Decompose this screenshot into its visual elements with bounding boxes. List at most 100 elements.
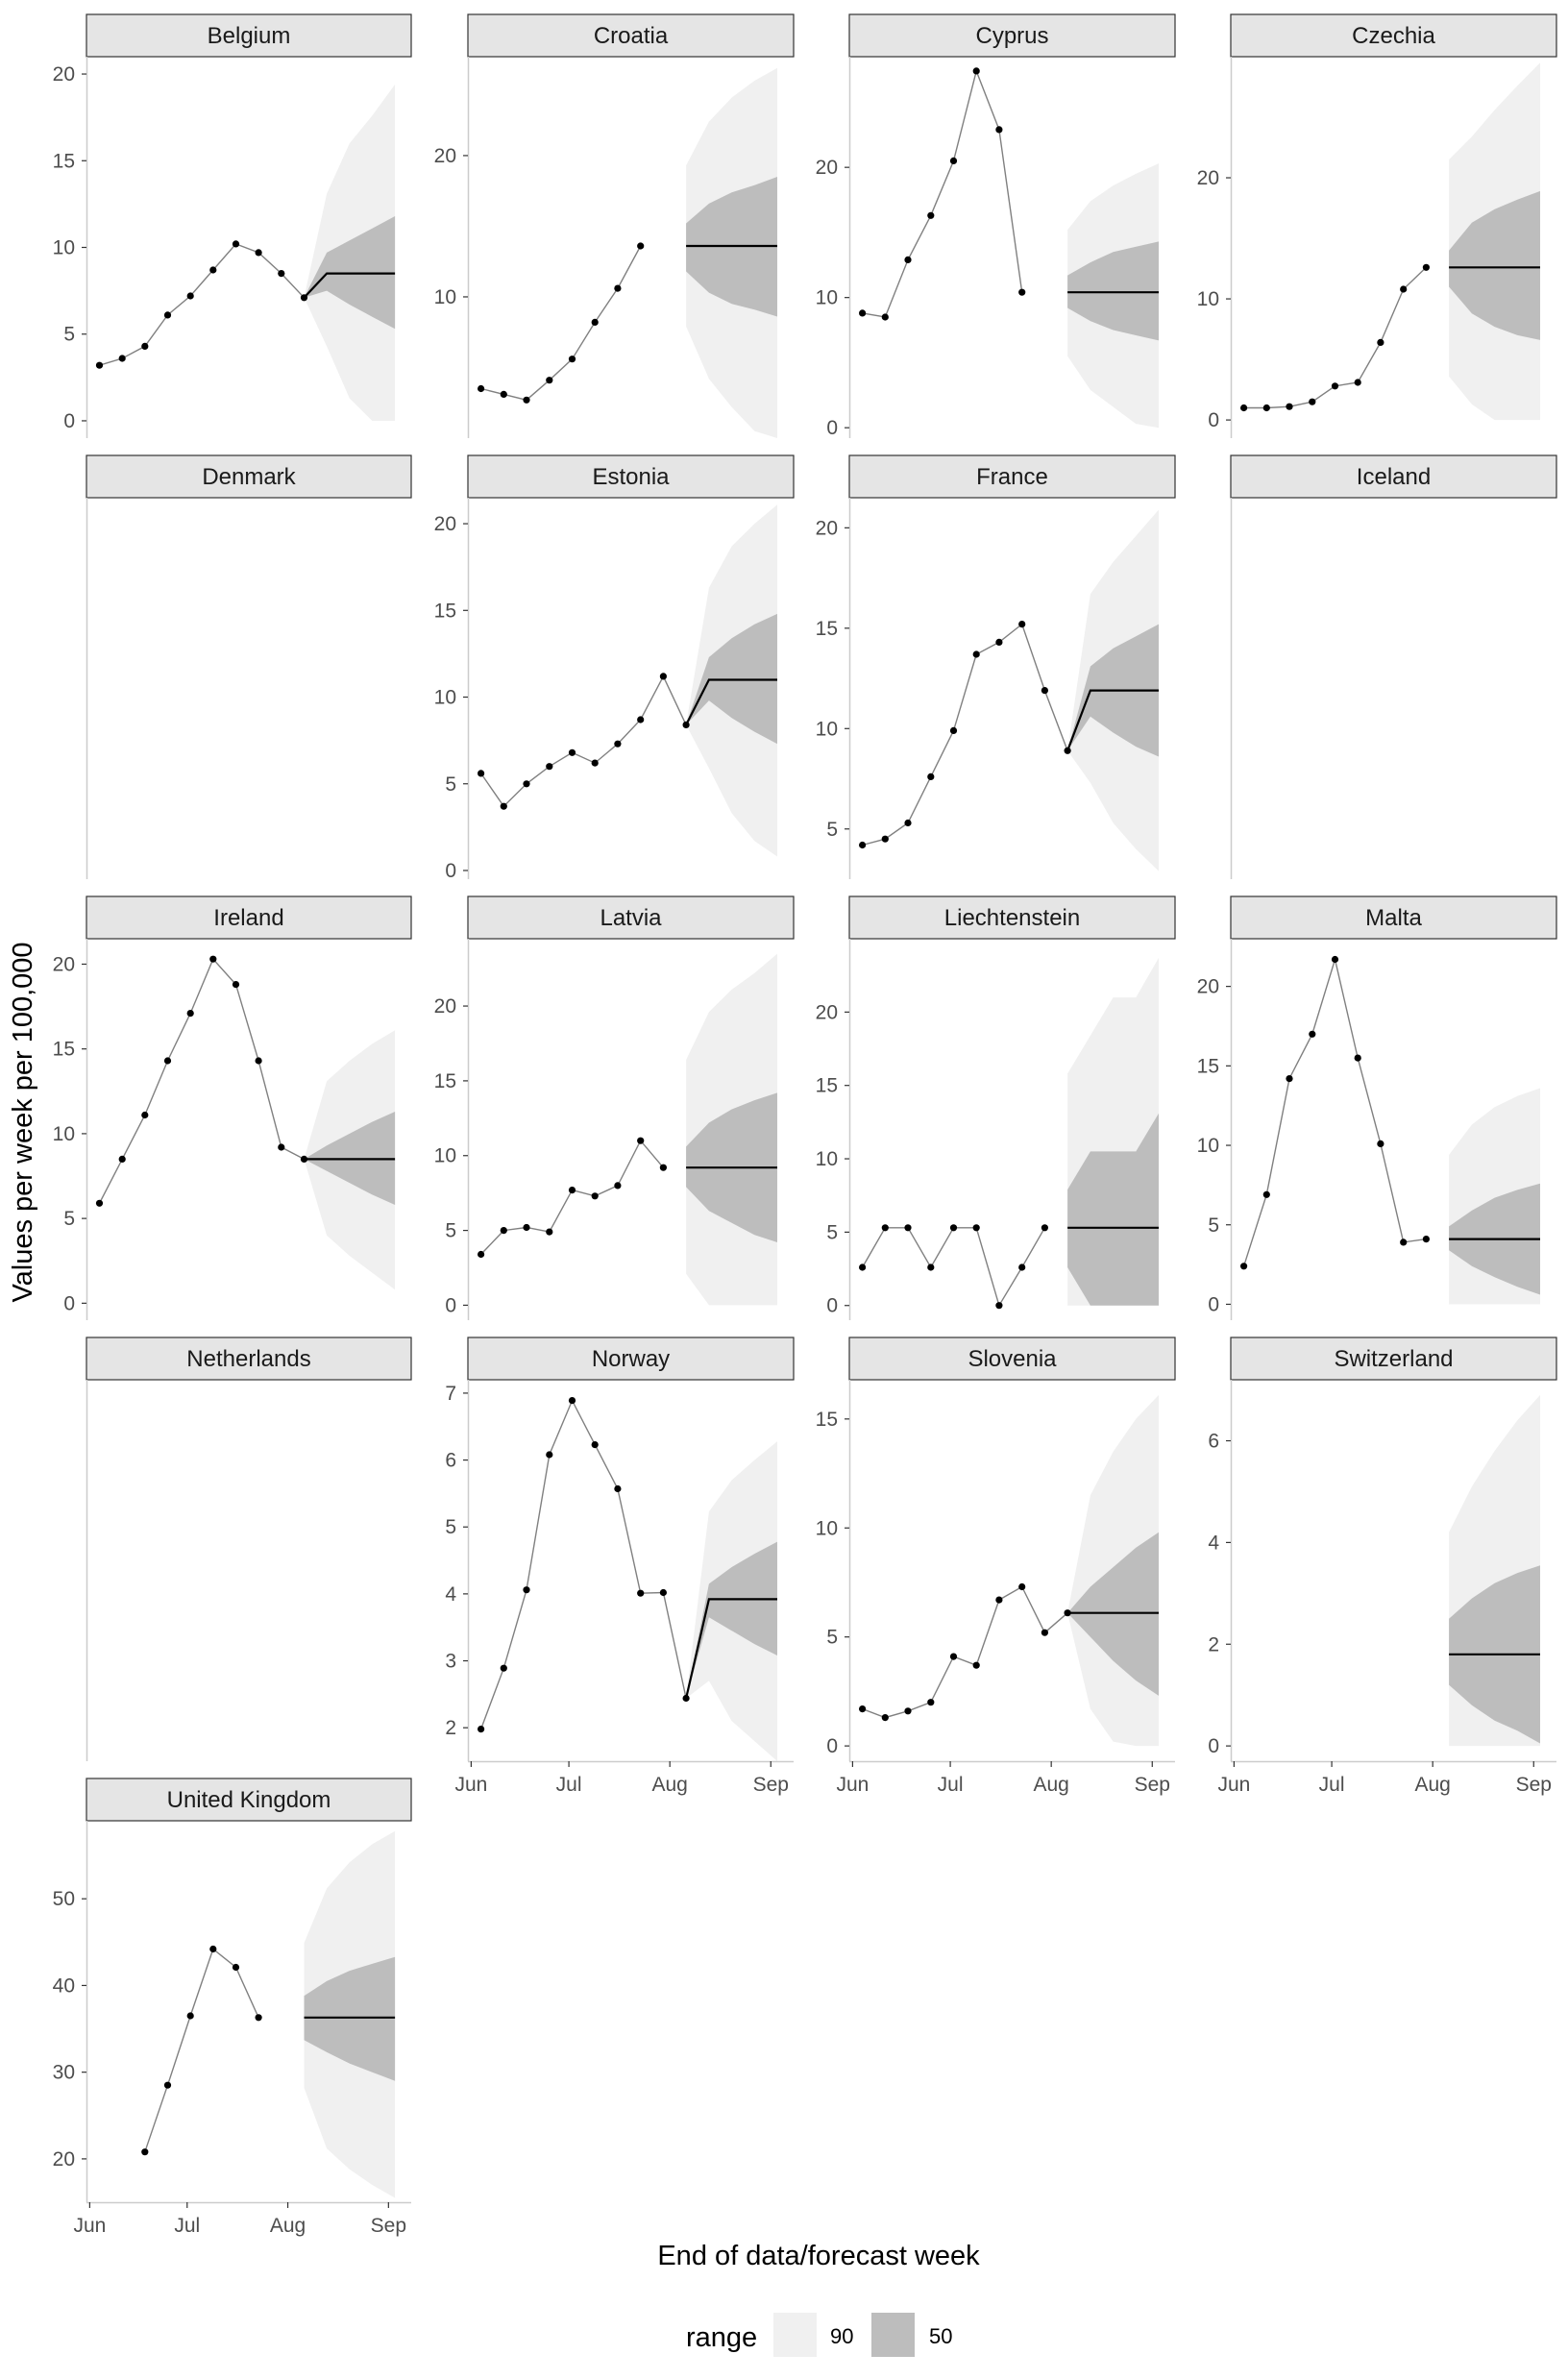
x-tick-label-norway-Sep: Sep — [753, 1774, 789, 1796]
data-point-slovenia — [859, 1705, 867, 1713]
y-tick-label-slovenia-15: 15 — [816, 1409, 838, 1431]
strip-norway — [467, 1337, 795, 1381]
data-point-france — [1018, 621, 1026, 628]
y-tick-label-slovenia-10: 10 — [816, 1517, 838, 1539]
data-point-estonia — [568, 748, 576, 756]
strip-label-united-kingdom: United Kingdom — [167, 1787, 331, 1813]
data-point-czechia — [1262, 404, 1270, 412]
y-tick-label-united-kingdom-30: 30 — [53, 2062, 75, 2084]
forecast-median-estonia — [685, 678, 777, 725]
data-point-france — [1041, 687, 1048, 695]
data-point-slovenia — [972, 1661, 980, 1669]
data-point-norway — [568, 1397, 576, 1405]
data-point-united-kingdom — [232, 1963, 240, 1972]
data-point-cyprus — [995, 126, 1003, 134]
data-point-france — [995, 638, 1003, 647]
data-point-liechtenstein — [1041, 1224, 1048, 1232]
data-point-norway — [523, 1586, 530, 1594]
strip-label-switzerland: Switzerland — [1334, 1346, 1453, 1372]
data-point-belgium — [95, 361, 104, 369]
x-tick-label-united-kingdom-Sep: Sep — [371, 2215, 406, 2237]
data-point-ireland — [232, 981, 240, 989]
observed-line-france — [862, 623, 1068, 846]
y-tick-label-norway-4: 4 — [445, 1583, 456, 1606]
legend-title: range — [686, 2322, 757, 2353]
data-point-ireland — [141, 1111, 149, 1119]
data-point-ireland — [209, 955, 217, 963]
data-point-france — [881, 835, 889, 843]
strip-switzerland — [1230, 1337, 1557, 1381]
y-tick-label-malta-20: 20 — [1197, 976, 1219, 998]
x-tick-label-slovenia-Aug: Aug — [1033, 1774, 1068, 1796]
data-point-ireland — [186, 1010, 194, 1018]
strip-slovenia — [848, 1337, 1176, 1381]
data-point-liechtenstein — [859, 1263, 867, 1271]
x-tick-label-slovenia-Jul: Jul — [938, 1774, 964, 1796]
y-tick-label-estonia-0: 0 — [445, 860, 456, 882]
y-tick-label-malta-15: 15 — [1197, 1055, 1219, 1077]
y-tick-label-cyprus-20: 20 — [816, 157, 838, 179]
x-tick-label-slovenia-Sep: Sep — [1135, 1774, 1170, 1796]
data-point-czechia — [1400, 285, 1408, 293]
observed-line-norway — [479, 1398, 687, 1729]
data-point-cyprus — [927, 211, 935, 219]
data-point-slovenia — [881, 1714, 889, 1722]
data-point-france — [904, 819, 912, 827]
data-point-czechia — [1286, 403, 1293, 410]
data-point-slovenia — [1064, 1609, 1071, 1617]
observed-line-liechtenstein — [861, 1227, 1046, 1308]
data-point-malta — [1377, 1140, 1384, 1147]
observed-line-croatia — [480, 245, 642, 402]
data-point-norway — [614, 1484, 622, 1493]
y-tick-label-switzerland-0: 0 — [1208, 1735, 1219, 1757]
panel-ireland: Ireland 0 5 10 15 20 — [53, 895, 412, 1320]
panel-denmark: Denmark — [86, 454, 412, 879]
strip-label-belgium: Belgium — [208, 23, 291, 49]
data-point-ireland — [300, 1155, 308, 1163]
data-point-france — [972, 650, 980, 658]
strip-denmark — [86, 454, 412, 499]
data-point-united-kingdom — [141, 2148, 149, 2156]
y-tick-label-norway-7: 7 — [445, 1383, 456, 1405]
band-50-czechia — [1449, 190, 1540, 340]
data-point-united-kingdom — [209, 1945, 217, 1953]
data-point-slovenia — [1018, 1582, 1026, 1591]
observed-line-latvia — [480, 1139, 664, 1255]
x-axis-title: End of data/forecast week — [657, 2241, 980, 2271]
x-tick-label-switzerland-Jul: Jul — [1319, 1774, 1345, 1796]
y-tick-label-ireland-0: 0 — [63, 1292, 75, 1314]
data-point-cyprus — [949, 157, 958, 164]
y-tick-label-malta-10: 10 — [1197, 1135, 1219, 1157]
x-tick-label-united-kingdom-Jul: Jul — [174, 2215, 200, 2237]
data-point-malta — [1286, 1075, 1293, 1083]
y-tick-label-belgium-0: 0 — [63, 410, 75, 432]
data-point-france — [949, 726, 958, 735]
y-tick-label-czechia-10: 10 — [1197, 288, 1219, 310]
data-point-liechtenstein — [972, 1224, 980, 1232]
y-tick-label-croatia-20: 20 — [434, 145, 456, 167]
data-point-malta — [1354, 1054, 1361, 1062]
strip-united-kingdom — [86, 1778, 412, 1822]
panel-united-kingdom: United Kingdom 20 30 40 50 Jun Jul Aug Sep — [53, 1778, 412, 2237]
y-tick-label-liechtenstein-15: 15 — [816, 1075, 838, 1097]
y-tick-label-united-kingdom-40: 40 — [53, 1974, 75, 1997]
strip-france — [848, 454, 1176, 499]
strip-label-estonia: Estonia — [592, 464, 670, 490]
x-tick-label-norway-Jun: Jun — [454, 1774, 487, 1796]
data-point-ireland — [163, 1057, 172, 1065]
data-point-norway — [659, 1588, 668, 1597]
data-point-cyprus — [904, 256, 912, 263]
panel-switzerland: Switzerland 0 2 4 6 Jun Jul Aug Sep — [1208, 1337, 1557, 1796]
data-point-ireland — [118, 1155, 126, 1163]
data-point-latvia — [568, 1187, 576, 1194]
strip-label-netherlands: Netherlands — [186, 1346, 310, 1372]
y-tick-label-cyprus-10: 10 — [816, 287, 838, 309]
y-tick-label-croatia-10: 10 — [434, 286, 456, 308]
strip-label-denmark: Denmark — [202, 464, 296, 490]
panel-netherlands: Netherlands — [86, 1337, 412, 1761]
panel-cyprus: Cyprus 0 10 20 — [816, 13, 1176, 439]
observed-line-cyprus — [862, 68, 1023, 318]
y-tick-label-belgium-20: 20 — [53, 63, 75, 86]
y-tick-label-slovenia-0: 0 — [826, 1735, 838, 1757]
y-tick-label-estonia-15: 15 — [434, 600, 456, 622]
